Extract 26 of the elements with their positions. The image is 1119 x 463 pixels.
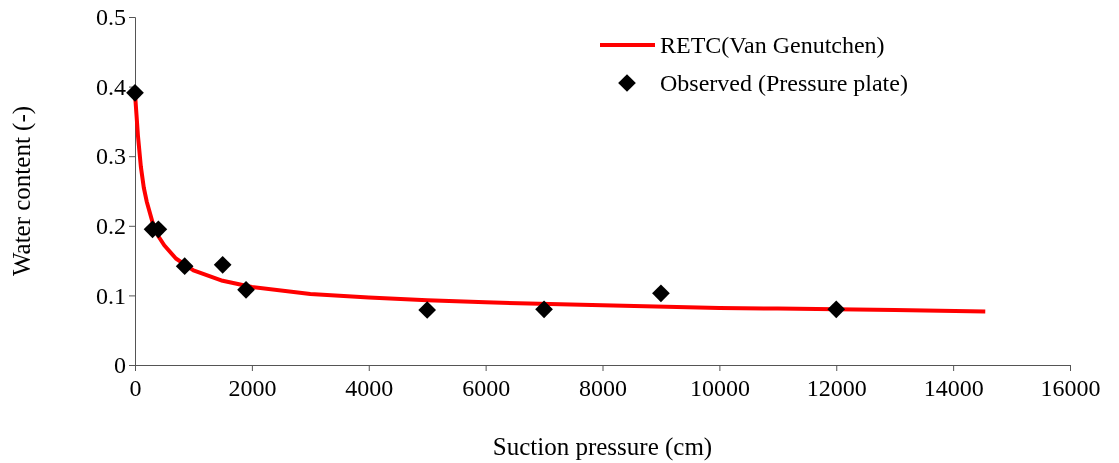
x-tick-label: 10000 xyxy=(689,374,750,401)
x-axis-title: Suction pressure (cm) xyxy=(492,433,713,461)
x-tick-label: 6000 xyxy=(462,374,511,401)
x-tick-label: 14000 xyxy=(923,374,984,401)
legend-label: RETC(Van Genutchen) xyxy=(660,32,885,59)
x-tick-label: 12000 xyxy=(806,374,867,401)
y-axis-title: Water content (-) xyxy=(8,105,36,277)
y-tick-label: 0.1 xyxy=(96,282,126,309)
x-tick-label: 2000 xyxy=(228,374,277,401)
legend-label: Observed (Pressure plate) xyxy=(660,70,908,97)
y-tick-label: 0 xyxy=(114,352,126,379)
x-tick-label: 16000 xyxy=(1040,374,1101,401)
point xyxy=(535,300,553,319)
point xyxy=(213,255,232,274)
x-tick-label: 4000 xyxy=(345,374,394,401)
point xyxy=(652,284,670,303)
y-tick-label: 0.4 xyxy=(96,73,126,100)
point xyxy=(418,301,437,319)
point xyxy=(827,300,846,319)
point xyxy=(126,84,144,102)
point xyxy=(237,280,255,299)
point xyxy=(175,257,194,276)
y-tick-label: 0.2 xyxy=(96,212,126,239)
y-tick-label: 0.5 xyxy=(96,4,126,31)
y-tick-label: 0.3 xyxy=(96,143,126,170)
x-tick-label: 8000 xyxy=(579,374,627,401)
